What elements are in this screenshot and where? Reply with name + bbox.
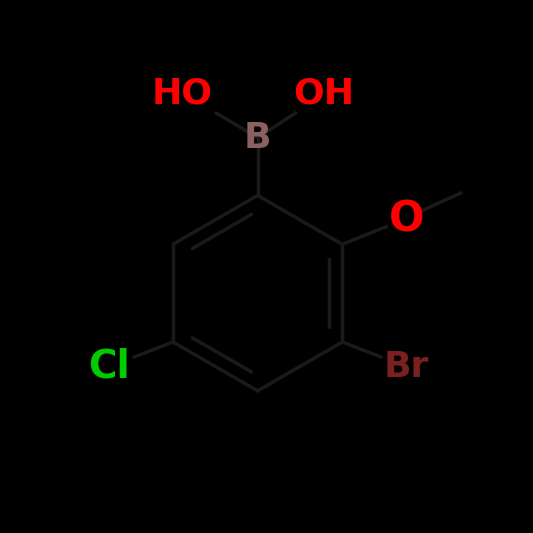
Text: Br: Br — [384, 350, 429, 384]
Text: Cl: Cl — [88, 348, 130, 386]
Text: B: B — [244, 120, 271, 155]
Text: HO: HO — [151, 76, 213, 110]
Text: OH: OH — [294, 76, 355, 110]
Text: O: O — [389, 198, 424, 240]
